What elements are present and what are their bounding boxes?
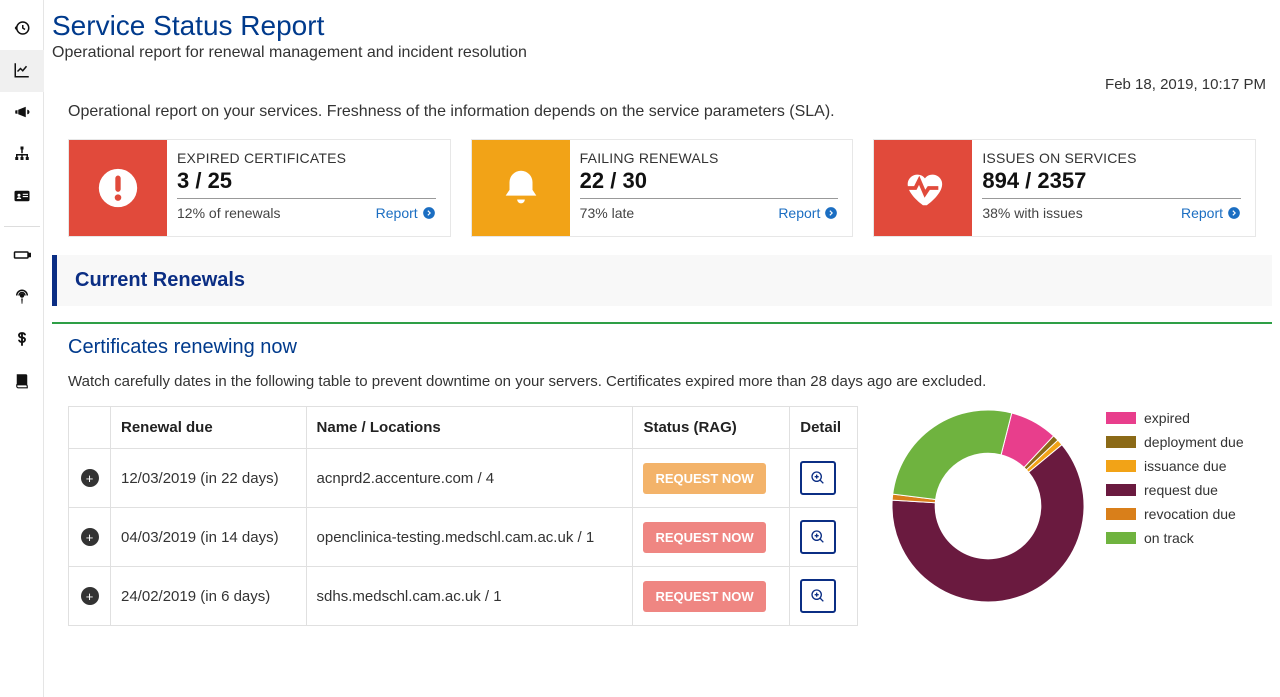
request-now-button[interactable]: REQUEST NOW — [643, 581, 765, 612]
table-row: +24/02/2019 (in 6 days)sdhs.medschl.cam.… — [69, 567, 858, 626]
expand-row-button[interactable]: + — [81, 528, 99, 546]
dollar-icon — [13, 330, 31, 351]
legend-item: request due — [1106, 482, 1244, 498]
cell-name: openclinica-testing.medschl.cam.ac.uk / … — [306, 508, 633, 567]
legend-swatch — [1106, 508, 1136, 520]
sidebar-divider — [4, 226, 40, 227]
legend-item: on track — [1106, 530, 1244, 546]
legend-swatch — [1106, 436, 1136, 448]
battery-icon — [13, 246, 31, 267]
book-icon — [13, 372, 31, 393]
detail-button[interactable] — [800, 520, 836, 554]
expand-row-button[interactable]: + — [81, 587, 99, 605]
legend-label: on track — [1144, 530, 1194, 546]
legend-item: deployment due — [1106, 434, 1244, 450]
legend-item: expired — [1106, 410, 1244, 426]
donut-chart-column: expired deployment due issuance due request… — [888, 406, 1256, 626]
legend-label: revocation due — [1144, 506, 1236, 522]
legend-item: issuance due — [1106, 458, 1244, 474]
cell-name: sdhs.medschl.cam.ac.uk / 1 — [306, 567, 633, 626]
heartbeat-icon — [874, 140, 972, 236]
cell-name: acnprd2.accenture.com / 4 — [306, 449, 633, 508]
request-now-button[interactable]: REQUEST NOW — [643, 463, 765, 494]
detail-button[interactable] — [800, 461, 836, 495]
sidebar-item-book[interactable] — [0, 361, 44, 403]
kpi-report-link[interactable]: Report — [1181, 205, 1241, 221]
exclamation-circle-icon — [69, 140, 167, 236]
donut-legend: expired deployment due issuance due request… — [1106, 406, 1244, 546]
table-header-2: Name / Locations — [306, 407, 633, 449]
sidebar-item-id-card[interactable] — [0, 176, 44, 218]
sidebar — [0, 0, 44, 697]
table-header-0 — [69, 407, 111, 449]
donut-chart — [888, 406, 1088, 606]
legend-swatch — [1106, 460, 1136, 472]
legend-swatch — [1106, 532, 1136, 544]
kpi-label: EXPIRED CERTIFICATES — [177, 150, 436, 166]
table-row: +12/03/2019 (in 22 days)acnprd2.accentur… — [69, 449, 858, 508]
sidebar-item-history[interactable] — [0, 8, 44, 50]
kpi-value: 22 / 30 — [580, 168, 839, 199]
kpi-sub: 73% late — [580, 205, 634, 221]
table-header-3: Status (RAG) — [633, 407, 790, 449]
cell-due: 12/03/2019 (in 22 days) — [111, 449, 307, 508]
detail-button[interactable] — [800, 579, 836, 613]
renewals-table-wrap: Renewal dueName / LocationsStatus (RAG)D… — [68, 406, 858, 626]
kpi-card-1: FAILING RENEWALS 22 / 30 73% late Report — [471, 139, 854, 237]
section-title: Current Renewals — [75, 269, 1254, 292]
legend-label: request due — [1144, 482, 1218, 498]
main-content: Service Status Report Operational report… — [44, 0, 1280, 697]
podcast-icon — [13, 288, 31, 309]
timestamp: Feb 18, 2019, 10:17 PM — [52, 76, 1272, 93]
table-row: +04/03/2019 (in 14 days)openclinica-test… — [69, 508, 858, 567]
kpi-row: EXPIRED CERTIFICATES 3 / 25 12% of renewal… — [52, 139, 1272, 255]
table-header-1: Renewal due — [111, 407, 307, 449]
kpi-card-0: EXPIRED CERTIFICATES 3 / 25 12% of renewal… — [68, 139, 451, 237]
history-icon — [13, 19, 31, 40]
legend-item: revocation due — [1106, 506, 1244, 522]
legend-swatch — [1106, 484, 1136, 496]
table-intro: Watch carefully dates in the following t… — [52, 373, 1272, 406]
section-header: Current Renewals — [52, 255, 1272, 306]
sidebar-item-battery[interactable] — [0, 235, 44, 277]
kpi-sub: 12% of renewals — [177, 205, 281, 221]
kpi-label: ISSUES ON SERVICES — [982, 150, 1241, 166]
legend-label: issuance due — [1144, 458, 1227, 474]
kpi-value: 3 / 25 — [177, 168, 436, 199]
sidebar-item-podcast[interactable] — [0, 277, 44, 319]
kpi-report-link[interactable]: Report — [778, 205, 838, 221]
legend-label: deployment due — [1144, 434, 1244, 450]
renewals-table: Renewal dueName / LocationsStatus (RAG)D… — [68, 406, 858, 626]
bullhorn-icon — [13, 103, 31, 124]
kpi-value: 894 / 2357 — [982, 168, 1241, 199]
id-card-icon — [13, 187, 31, 208]
sidebar-item-bullhorn[interactable] — [0, 92, 44, 134]
sidebar-item-sitemap[interactable] — [0, 134, 44, 176]
donut-slice-on-track — [893, 410, 1012, 499]
green-rule — [52, 322, 1272, 324]
kpi-report-link[interactable]: Report — [376, 205, 436, 221]
cell-due: 04/03/2019 (in 14 days) — [111, 508, 307, 567]
kpi-card-2: ISSUES ON SERVICES 894 / 2357 38% with iss… — [873, 139, 1256, 237]
sidebar-item-chart-line[interactable] — [0, 50, 44, 92]
bell-icon — [472, 140, 570, 236]
page-subtitle: Operational report for renewal managemen… — [52, 44, 1272, 62]
page-title: Service Status Report — [52, 10, 1272, 42]
table-header-4: Detail — [790, 407, 858, 449]
legend-label: expired — [1144, 410, 1190, 426]
chart-line-icon — [13, 61, 31, 82]
intro-text: Operational report on your services. Fre… — [52, 103, 1272, 121]
kpi-label: FAILING RENEWALS — [580, 150, 839, 166]
legend-swatch — [1106, 412, 1136, 424]
subsection-title: Certificates renewing now — [52, 336, 1272, 373]
kpi-sub: 38% with issues — [982, 205, 1082, 221]
cell-due: 24/02/2019 (in 6 days) — [111, 567, 307, 626]
sidebar-item-dollar[interactable] — [0, 319, 44, 361]
sitemap-icon — [13, 145, 31, 166]
expand-row-button[interactable]: + — [81, 469, 99, 487]
request-now-button[interactable]: REQUEST NOW — [643, 522, 765, 553]
